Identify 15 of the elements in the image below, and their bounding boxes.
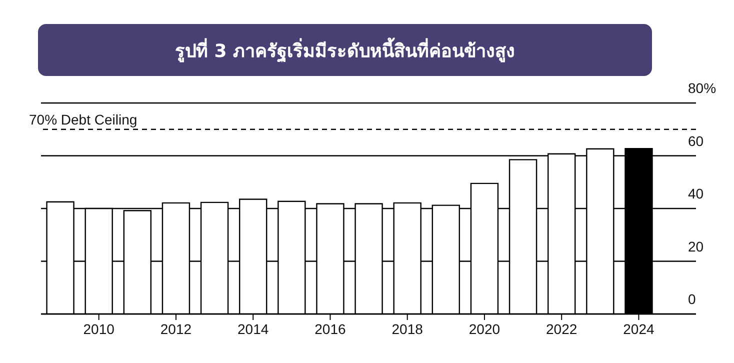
x-tick-label: 2022 xyxy=(546,321,578,337)
x-tick-label: 2010 xyxy=(83,321,115,337)
y-tick-label: 80% xyxy=(688,80,716,96)
x-tick-label: 2018 xyxy=(392,321,424,337)
chart-title: รูปที่ 3 ภาครัฐเริ่มมีระดับหนี้สินที่ค่อนข้างสูง xyxy=(38,24,652,76)
y-tick-label: 20 xyxy=(688,238,704,254)
y-tick-label: 40 xyxy=(688,186,704,202)
y-tick-label: 0 xyxy=(688,291,696,307)
x-tick-label: 2012 xyxy=(160,321,192,337)
x-tick-label: 2024 xyxy=(623,321,654,337)
x-tick-label: 2016 xyxy=(314,321,346,337)
x-tick-label: 2020 xyxy=(468,321,500,337)
ref-line-label: 70% Debt Ceiling xyxy=(29,111,138,128)
x-tick-label: 2014 xyxy=(238,321,269,337)
y-tick-label: 60 xyxy=(688,132,704,149)
